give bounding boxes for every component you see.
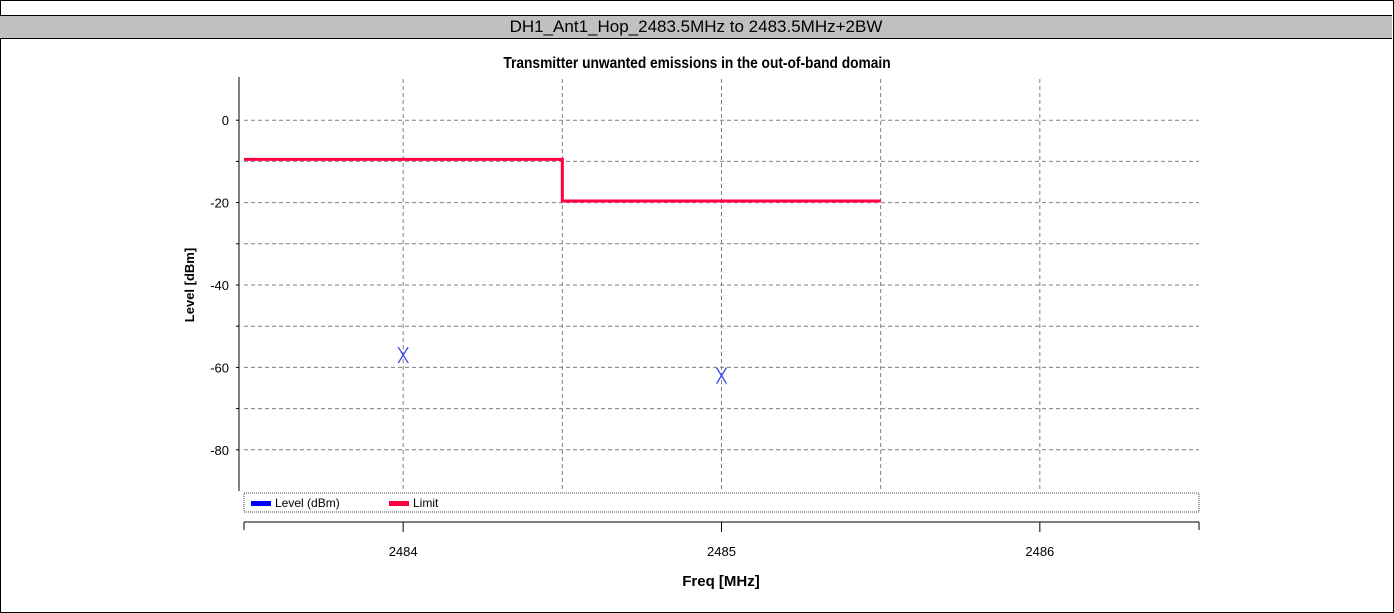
x-tick-label: 2484 [389, 544, 418, 559]
legend-swatch [251, 501, 271, 506]
y-axis: 0 -20 -40 -60 -80 [210, 77, 240, 491]
plot-header-title: DH1_Ant1_Hop_2483.5MHz to 2483.5MHz+2BW [0, 15, 1392, 39]
legend-box [243, 492, 1200, 513]
legend: Level (dBm) Limit [243, 492, 1200, 513]
x-tick-label: 2486 [1025, 544, 1054, 559]
x-tick-label: 2485 [707, 544, 736, 559]
y-tick-label: -80 [210, 443, 229, 458]
x-axis: 2484 2485 2486 [243, 521, 1200, 559]
y-tick-label: -40 [210, 278, 229, 293]
legend-label: Limit [413, 496, 439, 510]
level-data-point [715, 367, 728, 384]
series-layer [244, 157, 881, 384]
legend-label: Level (dBm) [275, 496, 340, 510]
level-data-point [397, 346, 409, 364]
legend-swatch [389, 501, 409, 506]
chart-title: Transmitter unwanted emissions in the ou… [503, 54, 890, 72]
y-axis-label: Level [dBm] [182, 248, 197, 322]
y-tick-label: 0 [222, 113, 229, 128]
x-axis-label: Freq [MHz] [682, 573, 760, 590]
grid-lines [244, 79, 1199, 491]
y-tick-label: -20 [210, 196, 229, 211]
y-tick-label: -60 [210, 360, 229, 375]
limit-line [244, 157, 881, 203]
